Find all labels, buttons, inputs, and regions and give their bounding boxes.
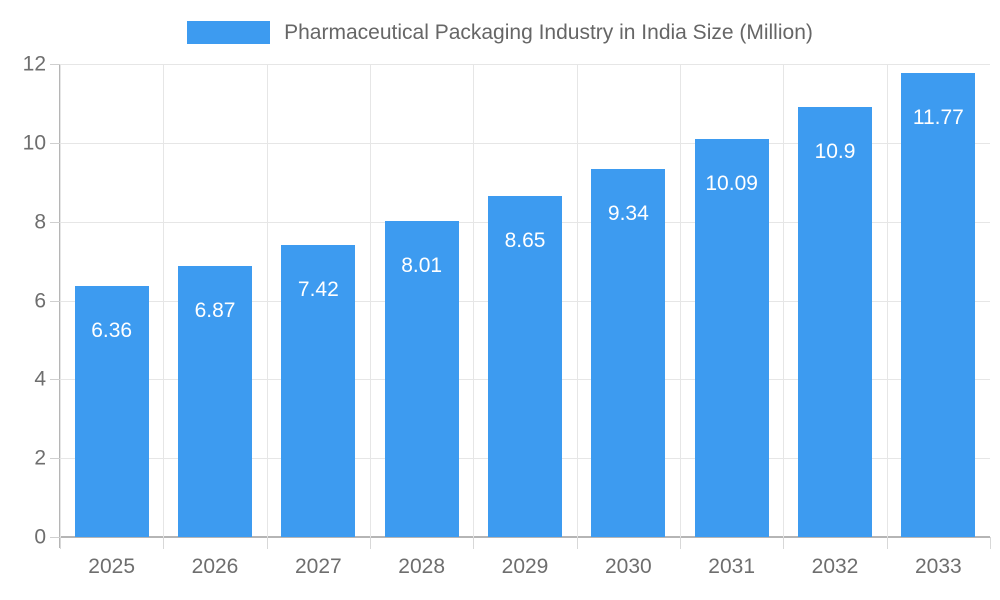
bar-value-label: 10.9 bbox=[814, 140, 856, 164]
bar[interactable] bbox=[901, 73, 976, 537]
gridline-vertical bbox=[370, 64, 371, 537]
bar[interactable] bbox=[74, 286, 149, 537]
bar[interactable] bbox=[591, 168, 666, 537]
gridline-vertical bbox=[887, 64, 888, 537]
y-axis-tick-label: 8 bbox=[34, 210, 46, 234]
x-axis-tick-mark bbox=[577, 537, 578, 549]
x-axis-tick-mark bbox=[60, 537, 61, 549]
gridline-horizontal bbox=[60, 536, 990, 538]
gridline-vertical bbox=[783, 64, 784, 537]
x-axis-tick-label: 2025 bbox=[88, 555, 136, 578]
y-axis-tick-label: 2 bbox=[34, 446, 46, 470]
gridline-vertical bbox=[267, 64, 268, 537]
x-axis-tick-mark bbox=[990, 537, 991, 549]
y-axis-tick-label: 12 bbox=[22, 52, 46, 76]
x-axis-tick-label: 2033 bbox=[914, 555, 962, 578]
bar-value-label: 8.01 bbox=[401, 254, 443, 278]
y-axis-tick-label: 6 bbox=[34, 289, 46, 312]
x-axis-tick-mark bbox=[473, 537, 474, 549]
y-axis-tick-label: 4 bbox=[34, 367, 46, 391]
bar[interactable] bbox=[798, 107, 872, 537]
bar[interactable] bbox=[694, 139, 769, 537]
x-axis-tick-label: 2027 bbox=[294, 555, 342, 578]
bar[interactable] bbox=[488, 196, 562, 537]
gridline-vertical bbox=[60, 64, 61, 537]
bar-value-label: 11.77 bbox=[912, 106, 964, 130]
x-axis-tick-mark bbox=[887, 537, 888, 549]
x-axis-tick-label: 2032 bbox=[811, 555, 859, 578]
x-axis-tick-label: 2029 bbox=[501, 555, 549, 578]
plot-area: 0 2 4 6 8 10 12 2025 2026 2027 2028 2029 2030 2031 20… bbox=[23, 54, 991, 577]
y-axis-tick-mark bbox=[50, 64, 60, 65]
bar-value-label: 7.42 bbox=[297, 277, 339, 301]
y-axis-tick-mark bbox=[50, 537, 60, 538]
bar[interactable] bbox=[281, 244, 356, 537]
legend-color-swatch bbox=[187, 20, 271, 44]
y-axis-tick-mark bbox=[50, 142, 60, 144]
gridline-vertical bbox=[577, 64, 578, 537]
y-axis-tick-label: 0 bbox=[34, 525, 46, 549]
bar-value-label: 6.36 bbox=[91, 319, 133, 343]
x-axis-tick-mark bbox=[783, 537, 784, 549]
x-axis-tick-mark bbox=[680, 537, 681, 549]
gridline-vertical bbox=[473, 64, 474, 537]
x-axis-tick-label: 2026 bbox=[191, 555, 239, 578]
x-axis-tick-label: 2028 bbox=[398, 555, 446, 578]
gridline-vertical bbox=[163, 64, 164, 537]
bar-value-label: 6.87 bbox=[194, 299, 236, 323]
bar-value-label: 10.09 bbox=[705, 172, 758, 196]
x-axis-tick-label: 2031 bbox=[708, 555, 756, 578]
x-axis-tick-mark bbox=[267, 537, 268, 549]
x-axis-tick-label: 2030 bbox=[604, 555, 652, 578]
bar[interactable] bbox=[384, 221, 459, 537]
bar[interactable] bbox=[178, 266, 252, 537]
y-axis-tick-mark bbox=[50, 300, 60, 302]
bar-value-label: 9.34 bbox=[607, 201, 649, 225]
bar-value-label: 8.65 bbox=[504, 229, 546, 253]
y-axis-tick-label: 10 bbox=[22, 131, 46, 155]
x-axis-tick-mark bbox=[370, 537, 371, 549]
legend-label: Pharmaceutical Packaging Industry in Ind… bbox=[284, 20, 813, 44]
gridline-horizontal bbox=[60, 142, 990, 144]
y-axis-tick-mark bbox=[50, 458, 60, 460]
y-axis-tick-mark bbox=[50, 379, 60, 381]
chart-legend: Pharmaceutical Packaging Industry in Ind… bbox=[0, 14, 1000, 50]
gridline-horizontal bbox=[60, 64, 990, 65]
y-axis-tick-mark bbox=[50, 221, 60, 223]
x-axis-tick-mark bbox=[163, 537, 164, 549]
gridline-vertical bbox=[680, 64, 681, 537]
